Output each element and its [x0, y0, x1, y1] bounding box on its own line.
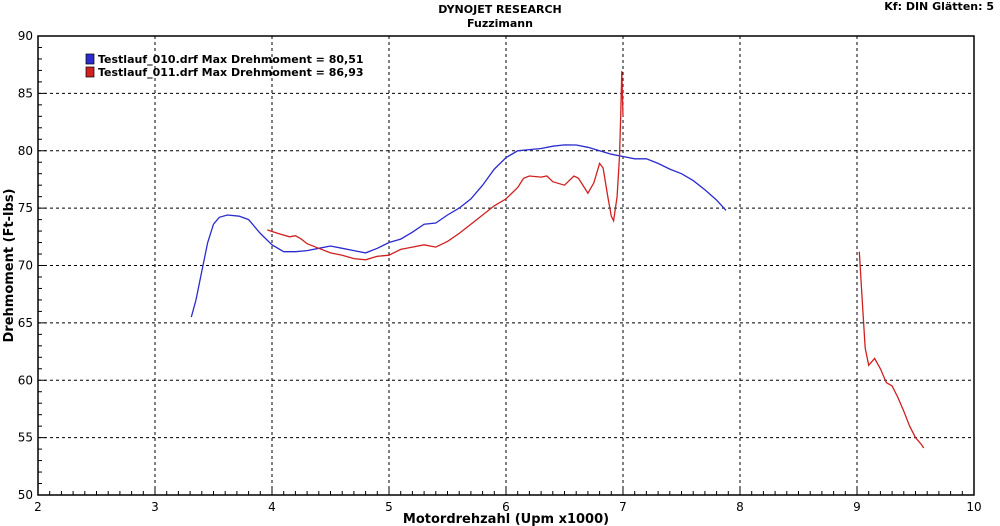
grid [38, 36, 974, 495]
y-tick-label: 60 [18, 373, 33, 387]
y-tick-label: 80 [18, 144, 33, 158]
y-tick-label: 50 [18, 488, 33, 502]
x-tick-label: 3 [151, 500, 159, 514]
x-tick-label: 10 [966, 500, 981, 514]
y-tick-label: 75 [18, 201, 33, 215]
series-layer [190, 71, 925, 449]
y-axis-label: Drehmoment (Ft-lbs) [2, 189, 17, 343]
series-line-1 [190, 144, 727, 318]
settings-label: Kf: DIN Glätten: 5 [884, 0, 994, 13]
series-line-2-segment [858, 251, 925, 449]
legend: Testlauf_010.drf Max Drehmoment = 80,51T… [85, 53, 364, 79]
axis-ticks: 2 3 4 5 6 7 8 9 10 50 55 60 65 70 75 80 85 90 [18, 29, 982, 514]
legend-swatch [85, 53, 95, 65]
chart-subtitle: Fuzzimann [467, 17, 533, 30]
legend-swatch [85, 66, 95, 78]
y-tick-label: 90 [18, 29, 33, 43]
x-tick-label: 2 [34, 500, 42, 514]
x-tick-label: 9 [853, 500, 861, 514]
x-tick-label: 8 [736, 500, 744, 514]
y-tick-label: 70 [18, 259, 33, 273]
x-axis-label: Motordrehzahl (Upm x1000) [403, 512, 609, 526]
y-tick-label: 85 [18, 86, 33, 100]
x-tick-label: 6 [502, 500, 510, 514]
legend-label: Testlauf_011.drf Max Drehmoment = 86,93 [98, 66, 364, 79]
chart-title: DYNOJET RESEARCH [438, 3, 562, 16]
series-line-2 [267, 71, 624, 261]
y-tick-label: 55 [18, 431, 33, 445]
x-tick-label: 4 [268, 500, 276, 514]
legend-label: Testlauf_010.drf Max Drehmoment = 80,51 [98, 53, 364, 66]
x-tick-label: 5 [385, 500, 393, 514]
x-tick-label: 7 [619, 500, 627, 514]
y-tick-label: 65 [18, 316, 33, 330]
